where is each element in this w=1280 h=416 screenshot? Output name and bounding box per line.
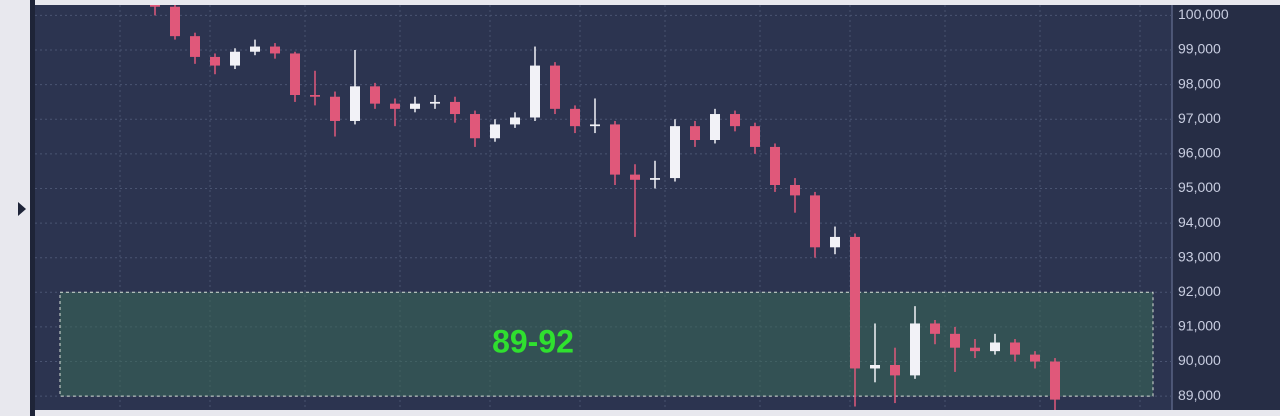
left-border bbox=[30, 0, 35, 416]
zone-label: 89-92 bbox=[492, 324, 574, 360]
candle-body bbox=[710, 114, 720, 140]
candle-body bbox=[810, 195, 820, 248]
candle-body bbox=[570, 108, 580, 127]
price-scale-panel bbox=[1172, 0, 1280, 416]
y-tick-label: 94,000 bbox=[1178, 214, 1221, 230]
candle-body bbox=[770, 146, 780, 185]
candle-body bbox=[690, 126, 700, 140]
candle-body bbox=[210, 56, 220, 66]
candle-body bbox=[650, 178, 660, 180]
y-tick-label: 100,000 bbox=[1178, 6, 1229, 22]
candle-body bbox=[410, 103, 420, 109]
candle-body bbox=[950, 333, 960, 348]
candle-body bbox=[390, 103, 400, 109]
candle-body bbox=[850, 236, 860, 369]
candle-body bbox=[1010, 342, 1020, 355]
y-tick-label: 95,000 bbox=[1178, 179, 1221, 195]
candle-body bbox=[1050, 361, 1060, 400]
y-tick-label: 90,000 bbox=[1178, 352, 1221, 368]
bottom-frame bbox=[35, 410, 1280, 416]
candle-body bbox=[290, 53, 300, 95]
candle-body bbox=[730, 114, 740, 127]
candle-body bbox=[970, 347, 980, 352]
candle-body bbox=[910, 323, 920, 376]
candle-body bbox=[270, 46, 280, 54]
target-zone bbox=[59, 291, 1154, 397]
candle-body bbox=[510, 117, 520, 125]
candle-body bbox=[490, 124, 500, 139]
y-tick-label: 97,000 bbox=[1178, 110, 1221, 126]
y-tick-label: 89,000 bbox=[1178, 387, 1221, 403]
candle-body bbox=[930, 323, 940, 334]
y-tick-label: 96,000 bbox=[1178, 145, 1221, 161]
y-tick-label: 93,000 bbox=[1178, 248, 1221, 264]
candle-body bbox=[830, 236, 840, 248]
candle-body bbox=[450, 101, 460, 115]
y-tick-label: 91,000 bbox=[1178, 318, 1221, 334]
panel-arrow bbox=[18, 202, 26, 216]
candle-body bbox=[310, 95, 320, 97]
candle-body bbox=[250, 46, 260, 52]
candle-body bbox=[370, 86, 380, 104]
candle-body bbox=[530, 65, 540, 118]
candle-body bbox=[230, 51, 240, 66]
candle-body bbox=[990, 342, 1000, 352]
candle-body bbox=[790, 185, 800, 196]
y-tick-label: 92,000 bbox=[1178, 283, 1221, 299]
candle-body bbox=[870, 365, 880, 369]
candle-body bbox=[590, 124, 600, 127]
top-frame bbox=[35, 0, 1280, 5]
candle-body bbox=[670, 126, 680, 179]
y-tick-label: 99,000 bbox=[1178, 41, 1221, 57]
candle-body bbox=[430, 101, 440, 104]
candle-body bbox=[630, 174, 640, 180]
candle-body bbox=[350, 86, 360, 121]
candle-body bbox=[550, 65, 560, 109]
candle-body bbox=[470, 114, 480, 139]
candle-body bbox=[330, 96, 340, 121]
candle-body bbox=[610, 124, 620, 175]
candle-body bbox=[190, 36, 200, 57]
left-frame bbox=[0, 0, 30, 416]
candle-body bbox=[170, 6, 180, 37]
candle-body bbox=[750, 126, 760, 147]
candle-body bbox=[1030, 354, 1040, 362]
y-tick-label: 98,000 bbox=[1178, 75, 1221, 91]
candle-body bbox=[890, 365, 900, 376]
